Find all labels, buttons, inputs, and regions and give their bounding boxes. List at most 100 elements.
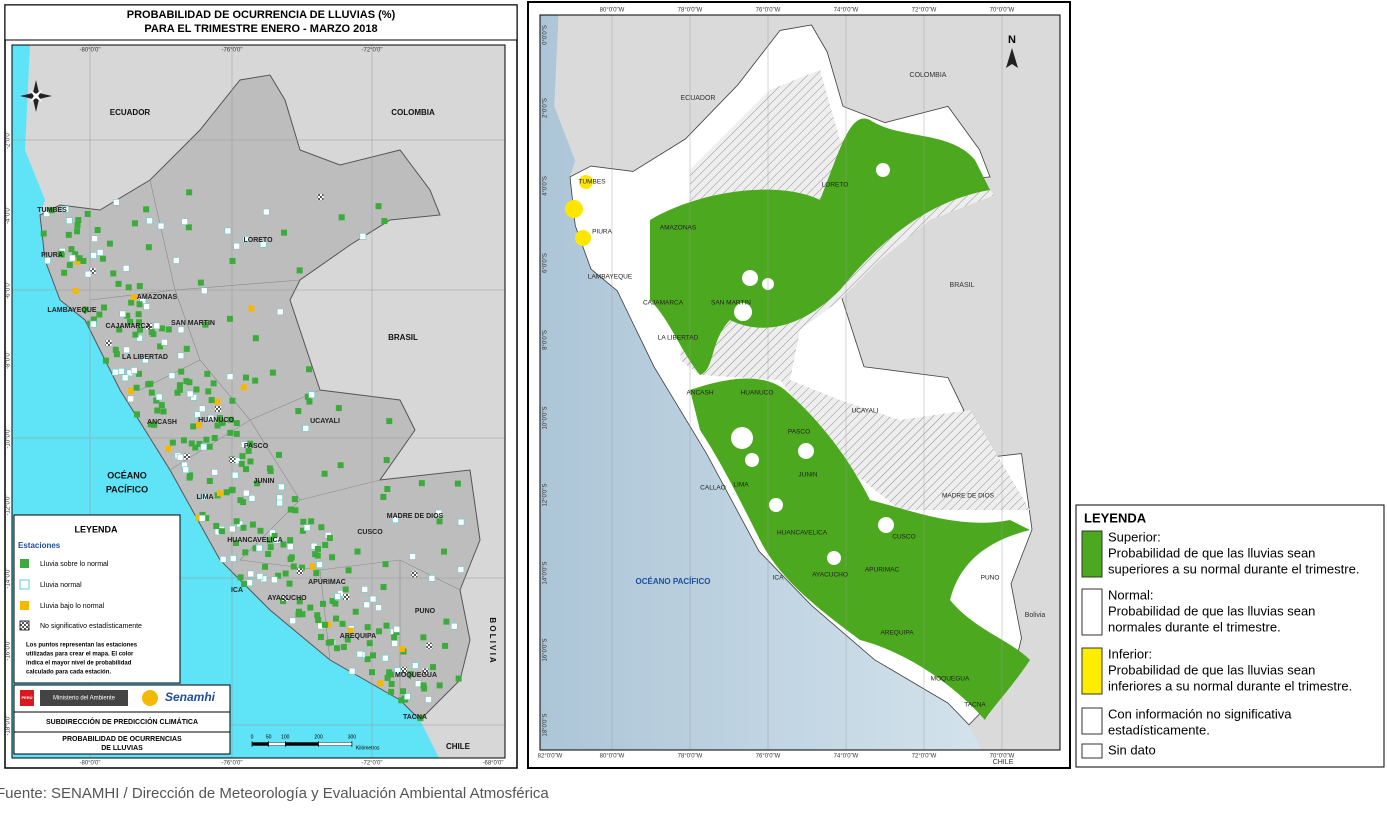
station xyxy=(194,411,201,418)
office-label: SUBDIRECCIÓN DE PREDICCIÓN CLIMÁTICA xyxy=(46,717,198,726)
station xyxy=(377,680,384,687)
scale-label: 100 xyxy=(281,734,290,740)
station xyxy=(364,656,371,663)
station xyxy=(436,518,443,525)
region-label: MOQUEGUA xyxy=(395,672,437,679)
region-label: LIMA xyxy=(196,494,213,501)
latitude-label: 2°0'0"S xyxy=(543,98,549,118)
station xyxy=(296,568,303,575)
legend-swatch xyxy=(19,579,30,590)
scale-segment xyxy=(251,742,269,746)
station xyxy=(314,612,321,619)
legend-title: LEYENDA xyxy=(1084,510,1147,525)
station xyxy=(66,217,73,225)
station xyxy=(76,255,83,262)
legend-box xyxy=(1075,504,1385,768)
station xyxy=(287,506,294,513)
station xyxy=(333,615,340,622)
station xyxy=(186,390,194,398)
station xyxy=(132,331,139,338)
graticule xyxy=(611,15,1003,750)
station xyxy=(368,669,375,676)
station xyxy=(176,453,184,461)
station xyxy=(275,451,282,458)
station xyxy=(296,267,303,274)
station xyxy=(74,228,81,235)
region-label: MADRE DE DIOS xyxy=(387,513,444,520)
station xyxy=(303,524,311,531)
ocean-label: OCÉANO PACÍFICO xyxy=(636,577,711,586)
station xyxy=(169,439,176,446)
station xyxy=(113,199,120,206)
longitude-label: 80°0'0"W xyxy=(600,8,625,14)
map-title: PARA EL TRIMESTRE ENERO - MARZO 2018 xyxy=(144,23,377,35)
region-label: AMAZONAS xyxy=(137,294,178,301)
station xyxy=(61,269,68,276)
station xyxy=(241,441,248,448)
longitude-label: 72°0'0"W xyxy=(912,8,937,14)
region-label: UCAYALI xyxy=(310,418,340,425)
station xyxy=(215,405,222,412)
ministry-logo xyxy=(40,690,128,706)
station xyxy=(335,405,342,412)
station xyxy=(457,518,465,526)
station xyxy=(265,551,272,558)
station xyxy=(370,652,377,659)
legend-item: Lluvia bajo lo normal xyxy=(40,603,105,610)
region-label: CAJAMARCA xyxy=(105,323,150,330)
station xyxy=(48,207,55,214)
station xyxy=(267,544,274,551)
station xyxy=(308,391,315,399)
longitude-label: 76°0'0"W xyxy=(756,8,781,14)
region-label: MOQUEGUA xyxy=(931,676,970,683)
region-label: MADRE DE DIOS xyxy=(942,493,995,500)
region-label: PIURA xyxy=(592,229,613,236)
station xyxy=(422,668,429,675)
patch xyxy=(878,517,894,533)
station xyxy=(125,284,132,291)
latitude-label: -16°0'0" xyxy=(6,639,12,660)
legend-description: Probabilidad de que las lluvias sean xyxy=(1108,662,1315,677)
station xyxy=(295,611,302,618)
station xyxy=(136,319,143,326)
station xyxy=(165,326,172,333)
station xyxy=(262,563,269,570)
legend-title: LEYENDA xyxy=(74,524,118,534)
station xyxy=(62,205,69,213)
right-map-frame xyxy=(539,14,1061,751)
patch xyxy=(745,453,759,467)
inferior-patches xyxy=(565,175,593,246)
station xyxy=(237,574,244,581)
region-label: TACNA xyxy=(964,702,986,709)
longitude-label: 82°0'0"W xyxy=(538,754,563,760)
longitude-label: -76°0'0" xyxy=(221,761,242,767)
station xyxy=(119,310,126,318)
country-label: CHILE xyxy=(446,742,471,751)
station xyxy=(89,268,96,275)
scale-segment xyxy=(285,742,319,746)
station xyxy=(229,525,236,533)
sun-logo xyxy=(142,690,158,706)
left-map-frame xyxy=(11,44,506,759)
station xyxy=(206,443,213,450)
station xyxy=(214,398,221,405)
station xyxy=(216,415,223,422)
station xyxy=(275,572,282,579)
legend-swatch xyxy=(1081,588,1103,636)
latitude-label: -10°0'0" xyxy=(6,427,12,448)
longitude-label: 70°0'0"W xyxy=(990,754,1015,760)
station xyxy=(425,696,432,703)
station xyxy=(99,255,106,262)
station xyxy=(411,571,418,578)
station xyxy=(455,675,462,682)
station xyxy=(364,624,371,631)
station xyxy=(299,611,306,618)
station xyxy=(259,240,267,248)
station xyxy=(123,346,130,354)
station xyxy=(426,642,433,649)
map-title: PROBABILIDAD DE OCURRENCIA DE LLUVIAS (%… xyxy=(127,9,396,21)
station xyxy=(110,270,117,277)
station xyxy=(281,229,288,236)
station xyxy=(196,440,203,447)
